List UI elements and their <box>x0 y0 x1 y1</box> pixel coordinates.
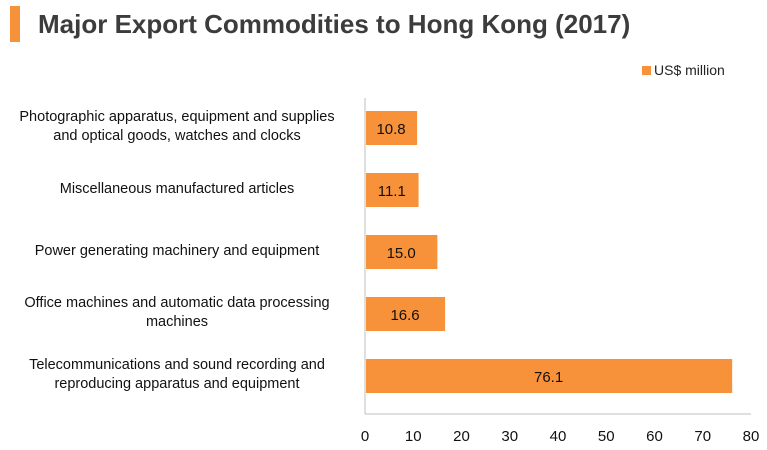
x-tick-label: 80 <box>743 428 760 445</box>
category-label: Power generating machinery and equipment <box>2 242 352 261</box>
category-label: Miscellaneous manufactured articles <box>2 180 352 199</box>
legend: US$ million <box>642 62 725 78</box>
bar-data-label: 76.1 <box>534 369 563 386</box>
category-label-line: Miscellaneous manufactured articles <box>59 180 295 197</box>
x-tick-label: 0 <box>361 428 369 445</box>
bar-data-label: 16.6 <box>390 307 419 324</box>
category-label-line: Photographic apparatus, equipment and su… <box>19 109 335 125</box>
bar <box>366 111 418 145</box>
bar <box>366 235 438 269</box>
x-tick-label: 40 <box>550 428 567 445</box>
bar-data-label: 15.0 <box>387 245 416 262</box>
x-tick-label: 20 <box>453 428 470 445</box>
legend-swatch <box>642 65 651 75</box>
bar <box>366 359 733 393</box>
bar-data-label: 10.8 <box>376 121 405 138</box>
page-title: Major Export Commodities to Hong Kong (2… <box>38 9 631 39</box>
title-accent-bar <box>10 6 20 42</box>
category-label-line: Power generating machinery and equipment <box>34 242 320 259</box>
category-label-line: machines <box>145 314 209 330</box>
x-tick-label: 30 <box>501 428 518 445</box>
bar-data-label: 11.1 <box>378 183 406 200</box>
category-label-line: Telecommunications and sound recording a… <box>29 357 325 373</box>
legend-label: US$ million <box>654 62 725 78</box>
category-label: Office machines and automatic data proce… <box>2 294 352 332</box>
category-label: Photographic apparatus, equipment and su… <box>2 108 352 146</box>
x-tick-label: 70 <box>694 428 711 445</box>
bar <box>366 173 419 207</box>
x-tick-label: 50 <box>598 428 615 445</box>
bar <box>366 297 446 331</box>
x-tick-label: 10 <box>405 428 422 445</box>
category-label: Telecommunications and sound recording a… <box>2 356 352 394</box>
x-tick-label: 60 <box>646 428 663 445</box>
category-label-line: reproducing apparatus and equipment <box>54 376 300 392</box>
category-label-line: and optical goods, watches and clocks <box>53 128 301 144</box>
category-label-line: Office machines and automatic data proce… <box>24 295 330 311</box>
